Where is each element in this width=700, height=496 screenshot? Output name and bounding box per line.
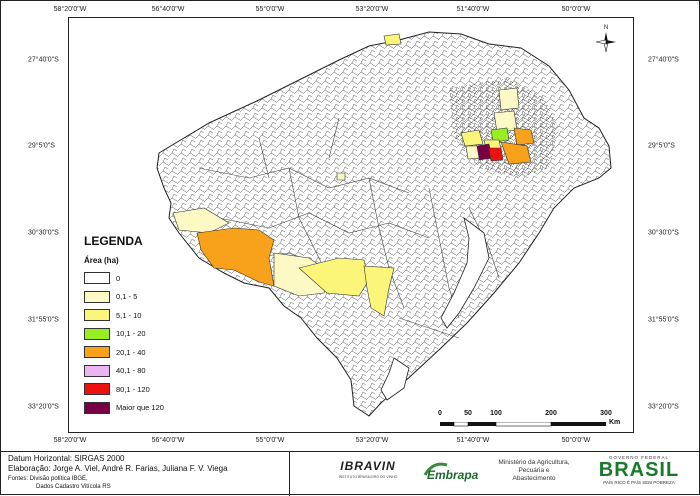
legend-item: 20,1 - 40 (84, 343, 194, 362)
muni-red-ne (488, 147, 504, 162)
scale-label: 0 (438, 410, 442, 417)
lat-tick-left: 30°30'0"S (28, 229, 59, 237)
ministry-text: Ministério da Agricultura, Pecuária e Ab… (498, 459, 570, 482)
scale-graphic (440, 422, 606, 427)
muni-yellow-south-2 (363, 265, 395, 317)
lagoa-mirim (380, 357, 410, 401)
legend-item: 0 (84, 269, 194, 288)
legend-swatch (84, 383, 110, 396)
sources-line-2: Dados Cadastro Vitícola RS (36, 484, 111, 490)
legend-label: 10,1 - 20 (116, 329, 146, 339)
lat-tick-left: 27°40'0"S (28, 56, 59, 64)
legend-swatch (84, 309, 110, 322)
lat-tick-right: 30°30'0"S (648, 229, 679, 237)
svg-text:Embrapa: Embrapa (427, 468, 479, 482)
scale-label: 200 (545, 410, 557, 417)
legend-item: 5,1 - 10 (84, 306, 194, 325)
lat-tick-left: 33°20'0"S (28, 403, 59, 411)
scale-unit: Km (609, 419, 621, 426)
legend-swatch (84, 364, 110, 377)
legend-label: 80,1 - 120 (116, 384, 150, 394)
legend-item: Maior que 120 (84, 399, 194, 418)
legend-label: 40,1 - 80 (116, 366, 146, 376)
datum-text: Datum Horizontal: SIRGAS 2000 (8, 454, 125, 463)
legend-title: LEGENDA (84, 234, 143, 248)
lat-tick-right: 31°55'0"S (648, 316, 679, 324)
legend-label: 0 (116, 273, 121, 283)
legend: LEGENDA Área (ha) 0 0,1 - 5 5,1 - 10 10,1 -… (84, 234, 194, 417)
sources-line-1: Fontes: Divisão política IBGE, (8, 476, 88, 482)
legend-label: Maior que 120 (116, 403, 164, 413)
legend-swatch (84, 272, 110, 285)
lon-tick-top: 51°40'0"W (456, 6, 490, 13)
muni-yellow-ne (460, 129, 484, 147)
scale-label: 100 (490, 410, 502, 417)
legend-subtitle: Área (ha) (84, 256, 119, 265)
muni-yellow-north (383, 33, 402, 46)
lon-tick-bottom: 53°20'0"W (355, 437, 389, 444)
lat-tick-right: 29°5'0"S (648, 142, 675, 150)
rio-grande-do-sul-map (156, 31, 612, 417)
highlighted-municipalities (172, 33, 535, 317)
lon-tick-top: 50°0'0"W (561, 6, 591, 13)
lon-tick-top: 53°20'0"W (355, 6, 389, 13)
scale-bar: 0 50 100 200 300 Km (436, 410, 626, 432)
legend-swatch (84, 346, 110, 359)
lat-tick-left: 31°55'0"S (28, 316, 59, 324)
authors-text: Elaboração: Jorge A. Viel, André R. Fari… (8, 464, 228, 473)
lat-tick-left: 29°5'0"S (28, 142, 55, 150)
muni-pale-mid (336, 172, 346, 181)
legend-swatch (84, 401, 110, 414)
muni-orange-ne-1 (513, 127, 535, 146)
lon-tick-bottom: 56°40'0"W (151, 437, 185, 444)
footer-divider (289, 452, 290, 496)
lat-tick-right: 33°20'0"S (648, 403, 679, 411)
lon-tick-bottom: 50°0'0"W (561, 437, 591, 444)
legend-item: 40,1 - 80 (84, 362, 194, 381)
brasil-logo: GOVERNO FEDERAL BRASIL PAÍS RICO É PAÍS … (598, 455, 680, 485)
north-arrow-icon: N (595, 25, 616, 53)
legend-label: 5,1 - 10 (116, 310, 142, 320)
muni-pale-ne-3 (465, 145, 480, 160)
ibravin-logo: IBRAVIN INSTITUTO BRASILEIRO DO VINHO (338, 459, 398, 479)
scale-label: 50 (464, 410, 472, 417)
embrapa-logo: Embrapa (423, 457, 485, 487)
legend-item: 0,1 - 5 (84, 288, 194, 307)
legend-swatch (84, 327, 110, 340)
muni-green-ne (490, 127, 510, 143)
lon-tick-bottom: 55°0'0"W (255, 437, 285, 444)
legend-swatch (84, 290, 110, 303)
lon-tick-bottom: 58°20'0"W (53, 437, 87, 444)
muni-orange-ne-2 (500, 141, 532, 165)
legend-label: 20,1 - 40 (116, 347, 146, 357)
muni-pale-ne (498, 87, 520, 111)
legend-item: 80,1 - 120 (84, 380, 194, 399)
scale-label: 300 (600, 410, 612, 417)
footer: Datum Horizontal: SIRGAS 2000 Elaboração… (0, 451, 700, 496)
lon-tick-top: 55°0'0"W (255, 6, 285, 13)
lagoa-dos-patos (440, 217, 490, 329)
legend-item: 10,1 - 20 (84, 325, 194, 344)
svg-text:N: N (604, 25, 608, 31)
lon-tick-top: 56°40'0"W (151, 6, 185, 13)
map-panel (68, 17, 634, 433)
lon-tick-bottom: 51°40'0"W (456, 437, 490, 444)
lat-tick-right: 27°40'0"S (648, 56, 679, 64)
lon-tick-top: 58°20'0"W (53, 6, 87, 13)
muni-pale (172, 207, 230, 234)
legend-label: 0,1 - 5 (116, 292, 138, 302)
